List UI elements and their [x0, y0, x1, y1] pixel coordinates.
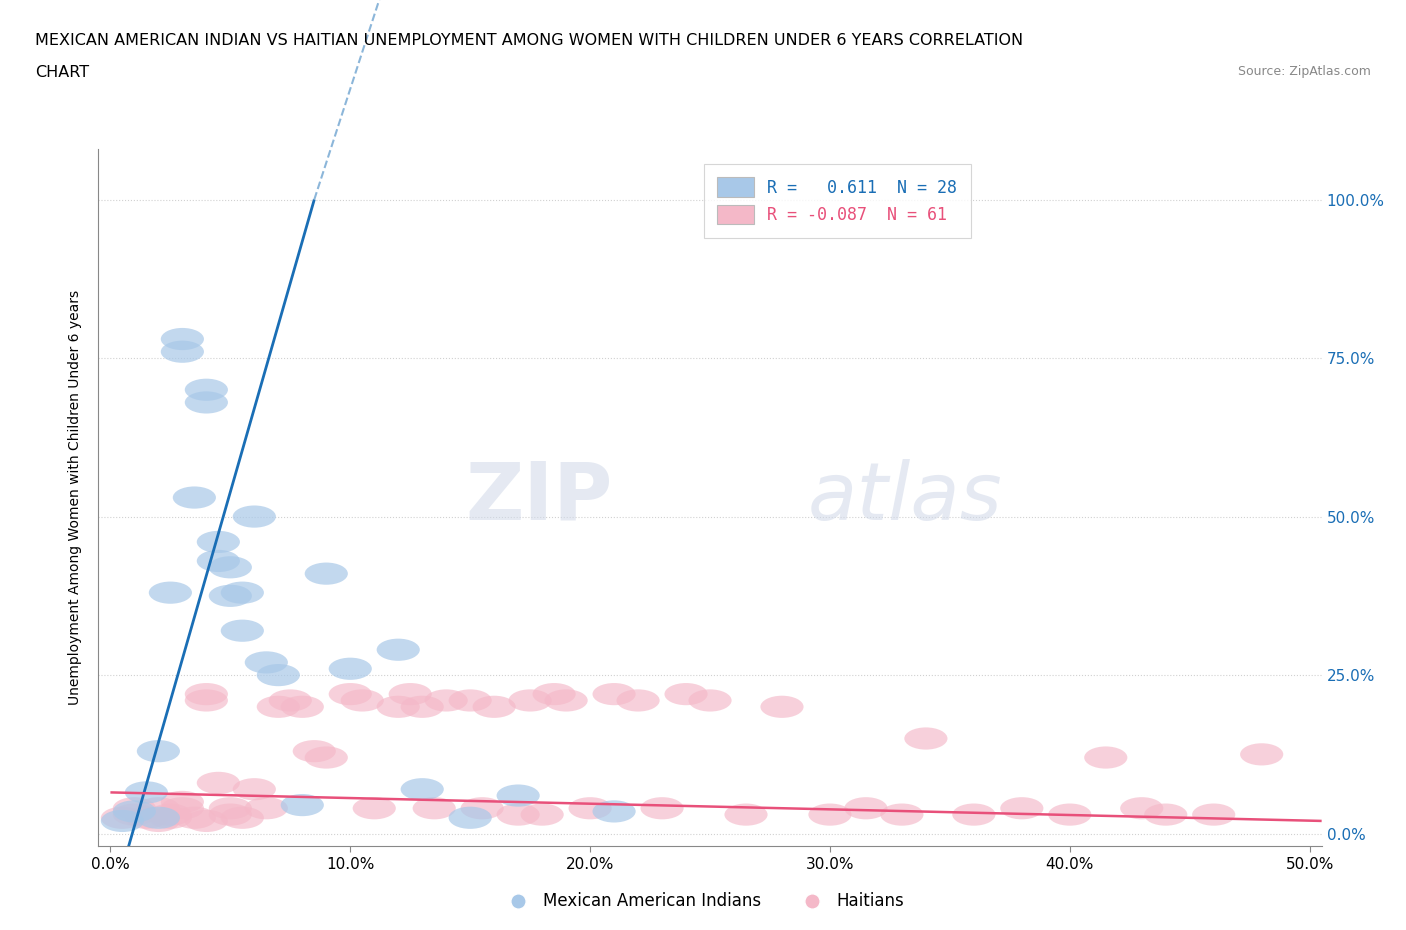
Ellipse shape: [136, 740, 180, 763]
Ellipse shape: [592, 683, 636, 705]
Ellipse shape: [221, 806, 264, 829]
Ellipse shape: [233, 506, 276, 527]
Ellipse shape: [496, 804, 540, 826]
Ellipse shape: [197, 550, 240, 572]
Ellipse shape: [208, 585, 252, 607]
Ellipse shape: [281, 696, 323, 718]
Ellipse shape: [377, 696, 420, 718]
Ellipse shape: [305, 563, 347, 585]
Ellipse shape: [112, 797, 156, 819]
Ellipse shape: [461, 797, 503, 819]
Ellipse shape: [665, 683, 707, 705]
Ellipse shape: [641, 797, 683, 819]
Ellipse shape: [1049, 804, 1091, 826]
Ellipse shape: [149, 806, 193, 829]
Text: ZIP: ZIP: [465, 458, 612, 537]
Ellipse shape: [136, 797, 180, 819]
Ellipse shape: [245, 797, 288, 819]
Ellipse shape: [1192, 804, 1236, 826]
Ellipse shape: [401, 778, 444, 801]
Ellipse shape: [425, 689, 468, 711]
Ellipse shape: [208, 797, 252, 819]
Text: atlas: atlas: [808, 458, 1002, 537]
Ellipse shape: [1121, 797, 1163, 819]
Ellipse shape: [761, 696, 804, 718]
Ellipse shape: [136, 806, 180, 829]
Ellipse shape: [412, 797, 456, 819]
Ellipse shape: [160, 328, 204, 350]
Ellipse shape: [329, 658, 371, 680]
Ellipse shape: [101, 806, 143, 829]
Ellipse shape: [520, 804, 564, 826]
Ellipse shape: [184, 689, 228, 711]
Y-axis label: Unemployment Among Women with Children Under 6 years: Unemployment Among Women with Children U…: [69, 290, 83, 705]
Ellipse shape: [221, 619, 264, 642]
Ellipse shape: [245, 651, 288, 673]
Ellipse shape: [281, 794, 323, 817]
Ellipse shape: [952, 804, 995, 826]
Ellipse shape: [125, 806, 167, 829]
Ellipse shape: [305, 747, 347, 768]
Ellipse shape: [377, 639, 420, 661]
Ellipse shape: [880, 804, 924, 826]
Ellipse shape: [808, 804, 852, 826]
Ellipse shape: [184, 392, 228, 414]
Ellipse shape: [233, 778, 276, 801]
Ellipse shape: [160, 790, 204, 813]
Ellipse shape: [257, 696, 299, 718]
Ellipse shape: [221, 581, 264, 604]
Ellipse shape: [401, 696, 444, 718]
Ellipse shape: [1084, 747, 1128, 768]
Ellipse shape: [101, 810, 143, 832]
Ellipse shape: [329, 683, 371, 705]
Text: MEXICAN AMERICAN INDIAN VS HAITIAN UNEMPLOYMENT AMONG WOMEN WITH CHILDREN UNDER : MEXICAN AMERICAN INDIAN VS HAITIAN UNEMP…: [35, 33, 1024, 47]
Ellipse shape: [149, 581, 193, 604]
Ellipse shape: [724, 804, 768, 826]
Ellipse shape: [257, 664, 299, 686]
Ellipse shape: [149, 804, 193, 826]
Ellipse shape: [160, 797, 204, 819]
Ellipse shape: [388, 683, 432, 705]
Ellipse shape: [616, 689, 659, 711]
Ellipse shape: [184, 379, 228, 401]
Ellipse shape: [689, 689, 731, 711]
Ellipse shape: [592, 801, 636, 822]
Ellipse shape: [496, 785, 540, 806]
Ellipse shape: [1000, 797, 1043, 819]
Ellipse shape: [112, 801, 156, 822]
Ellipse shape: [208, 556, 252, 578]
Ellipse shape: [292, 740, 336, 763]
Ellipse shape: [449, 689, 492, 711]
Ellipse shape: [1240, 743, 1284, 765]
Ellipse shape: [184, 810, 228, 832]
Ellipse shape: [112, 804, 156, 826]
Legend: Mexican American Indians, Haitians: Mexican American Indians, Haitians: [495, 885, 911, 917]
Ellipse shape: [197, 772, 240, 794]
Ellipse shape: [568, 797, 612, 819]
Ellipse shape: [544, 689, 588, 711]
Ellipse shape: [472, 696, 516, 718]
Ellipse shape: [136, 810, 180, 832]
Legend: R =   0.611  N = 28, R = -0.087  N = 61: R = 0.611 N = 28, R = -0.087 N = 61: [704, 164, 970, 237]
Text: CHART: CHART: [35, 65, 89, 80]
Ellipse shape: [904, 727, 948, 750]
Ellipse shape: [173, 486, 217, 509]
Ellipse shape: [269, 689, 312, 711]
Ellipse shape: [160, 340, 204, 363]
Ellipse shape: [125, 781, 167, 804]
Ellipse shape: [340, 689, 384, 711]
Ellipse shape: [197, 531, 240, 553]
Ellipse shape: [509, 689, 551, 711]
Ellipse shape: [353, 797, 396, 819]
Text: Source: ZipAtlas.com: Source: ZipAtlas.com: [1237, 65, 1371, 78]
Ellipse shape: [173, 806, 217, 829]
Ellipse shape: [208, 804, 252, 826]
Ellipse shape: [533, 683, 575, 705]
Ellipse shape: [449, 806, 492, 829]
Ellipse shape: [1144, 804, 1187, 826]
Ellipse shape: [845, 797, 887, 819]
Ellipse shape: [184, 683, 228, 705]
